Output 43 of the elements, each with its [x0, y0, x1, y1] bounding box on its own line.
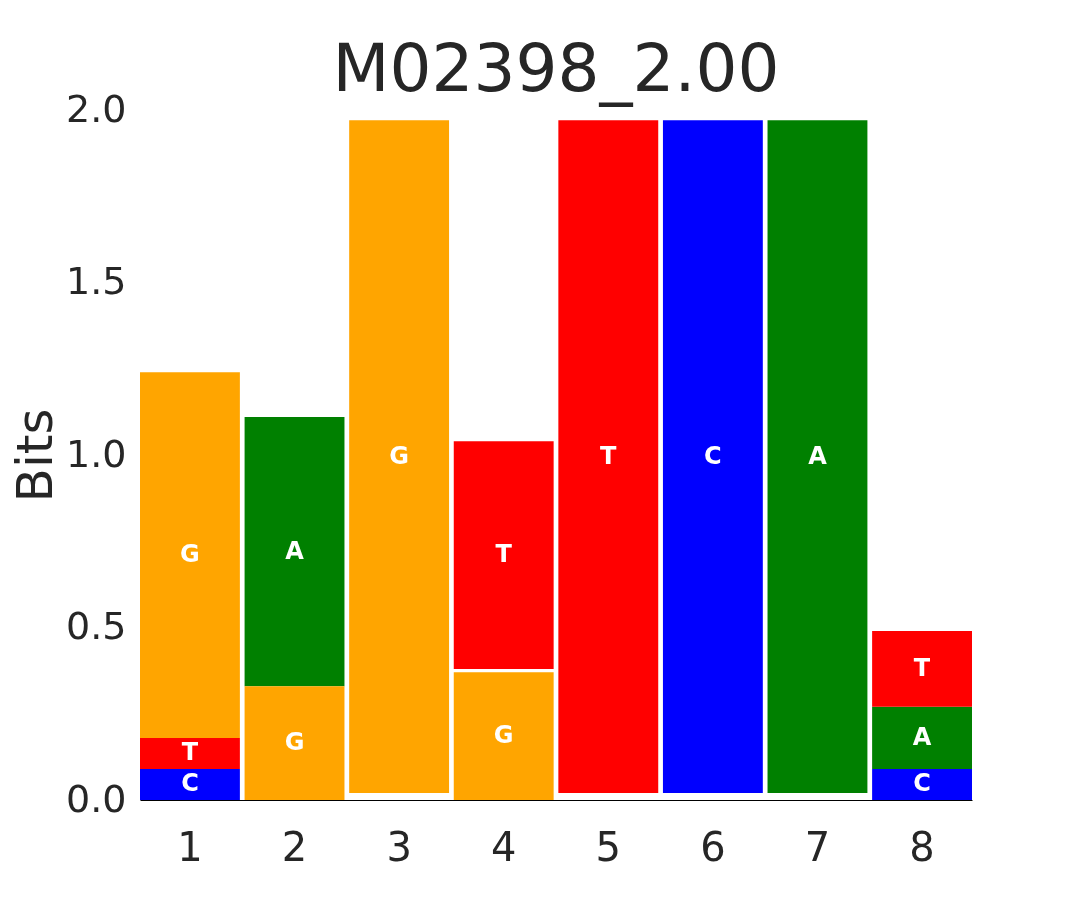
- series-label: T: [181, 738, 199, 767]
- bar: [453, 672, 554, 800]
- chart-title: M02398_2.00: [332, 30, 780, 107]
- bar: [244, 417, 345, 687]
- bar: [140, 768, 240, 800]
- bar: [872, 630, 972, 707]
- bar: [140, 372, 240, 738]
- series-label: A: [912, 722, 932, 751]
- text: T: [600, 441, 617, 470]
- bar: [767, 120, 868, 794]
- y-axis-title: Bits: [6, 408, 65, 503]
- x-tick-label: 6: [700, 823, 726, 870]
- bar: [872, 706, 972, 769]
- text: A: [285, 536, 304, 565]
- y-tick-label: 1.5: [66, 259, 127, 303]
- y-tick-label: 1.0: [66, 431, 127, 476]
- bar: [453, 441, 554, 669]
- x-tick-label: 7: [804, 823, 831, 870]
- x-tick-label: 2: [281, 823, 308, 870]
- series-label: C: [181, 769, 199, 798]
- bar: [558, 120, 659, 794]
- text: T: [495, 540, 512, 569]
- bar: [872, 768, 972, 800]
- bar: [662, 120, 763, 794]
- y-tick-label: 2.0: [66, 86, 127, 131]
- y-tick-label: 0.0: [66, 776, 127, 821]
- text: G: [284, 728, 305, 757]
- series-label: G: [389, 441, 409, 470]
- x-tick-label: 5: [595, 823, 622, 870]
- text: G: [493, 721, 514, 750]
- y-tick-label: 0.5: [66, 604, 127, 648]
- text: A: [808, 441, 827, 470]
- text: C: [704, 441, 722, 470]
- text: G: [180, 540, 200, 569]
- text: T: [913, 653, 931, 682]
- x-tick-label: 3: [386, 823, 412, 870]
- bar: [244, 686, 345, 800]
- x-tick-label: 8: [909, 823, 935, 870]
- bar: [349, 120, 450, 794]
- x-tick-label: 1: [177, 823, 203, 870]
- x-tick-label: 4: [490, 823, 517, 870]
- bar: [140, 737, 240, 769]
- text: C: [913, 769, 931, 798]
